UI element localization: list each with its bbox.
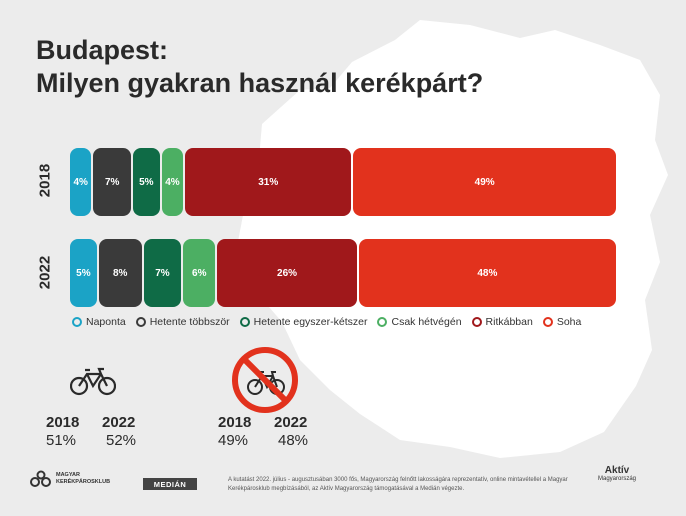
bar-segment: 31% xyxy=(185,148,352,216)
bicycle-icon xyxy=(70,367,116,396)
legend-label: Hetente egyszer-kétszer xyxy=(253,316,368,328)
stacked-bar-2018: 4% 7% 5% 4% 31% 49% xyxy=(70,148,616,216)
legend-label: Hetente többször xyxy=(149,316,230,328)
legend-item: Hetente egyszer-kétszer xyxy=(239,316,368,328)
legend-dot-icon xyxy=(542,317,553,327)
legend-label: Csak hétvégén xyxy=(391,316,462,328)
aktiv-logo-sub: Magyarország xyxy=(598,476,637,482)
legend-dot-icon xyxy=(135,317,146,327)
legend-dot-icon xyxy=(72,317,82,327)
legend-label: Soha xyxy=(556,316,582,328)
logo-median: MEDIÁN xyxy=(143,478,197,490)
aktiv-logo-name: Aktív xyxy=(604,465,630,476)
bar-segment: 5% xyxy=(132,148,160,216)
legend-dot-icon xyxy=(239,317,250,327)
legend-dot-icon xyxy=(471,317,482,327)
year-label-2022: 2022 xyxy=(36,255,54,290)
non-cyclist-year-1: 2018 xyxy=(218,414,252,431)
bar-segment: 7% xyxy=(143,239,182,307)
bar-segment: 49% xyxy=(353,148,616,216)
bar-segment: 6% xyxy=(183,239,216,307)
footer-note: A kutatást 2022. július - augusztusában … xyxy=(228,477,568,492)
bar-segment: 7% xyxy=(93,148,131,216)
bar-segment: 4% xyxy=(161,148,184,216)
cyclist-value-2: 52% xyxy=(106,432,137,449)
bar-segment: 8% xyxy=(98,239,142,307)
cyclist-stats: 2018 2022 51% 52% xyxy=(46,414,146,449)
cyclist-value-1: 51% xyxy=(46,432,77,449)
chart-legend: Naponta Hetente többször Hetente egyszer-k… xyxy=(72,316,581,328)
legend-item: Ritkábban xyxy=(471,316,533,328)
cyclist-year-2: 2022 xyxy=(102,414,136,431)
non-cyclist-value-1: 49% xyxy=(218,432,249,449)
non-cyclist-year-2: 2022 xyxy=(274,414,308,431)
legend-item: Hetente többször xyxy=(135,316,230,328)
legend-dot-icon xyxy=(377,317,388,327)
mk-logo-icon xyxy=(30,470,51,487)
page-title: Budapest: Milyen gyakran használ kerékpá… xyxy=(36,34,483,100)
non-cyclist-stats: 2018 2022 49% 48% xyxy=(218,414,318,449)
mk-logo-line-1: MAGYAR xyxy=(56,472,80,478)
year-label-2018: 2018 xyxy=(36,163,54,198)
logo-magyar-kerekparosklub: MAGYAR KERÉKPÁROSKLUB xyxy=(30,470,110,488)
bar-segment: 48% xyxy=(358,239,616,307)
stacked-bar-2022: 5% 8% 7% 6% 26% 48% xyxy=(70,239,616,307)
bar-segment: 26% xyxy=(217,239,357,307)
mk-logo-line-2: KERÉKPÁROSKLUB xyxy=(56,479,111,485)
legend-item: Naponta xyxy=(72,316,126,328)
title-line-1: Budapest: xyxy=(36,35,169,65)
legend-label: Ritkábban xyxy=(485,316,533,328)
non-cyclist-value-2: 48% xyxy=(278,432,309,449)
no-bicycle-icon xyxy=(232,347,298,413)
legend-label: Naponta xyxy=(86,316,126,328)
bar-segment: 5% xyxy=(70,239,97,307)
legend-item: Csak hétvégén xyxy=(377,316,462,328)
logo-aktiv-magyarorszag: Aktív Magyarország xyxy=(598,465,637,483)
legend-item: Soha xyxy=(542,316,582,328)
title-line-2: Milyen gyakran használ kerékpárt? xyxy=(36,68,484,98)
cyclist-year-1: 2018 xyxy=(46,414,80,431)
bar-segment: 4% xyxy=(70,148,92,216)
